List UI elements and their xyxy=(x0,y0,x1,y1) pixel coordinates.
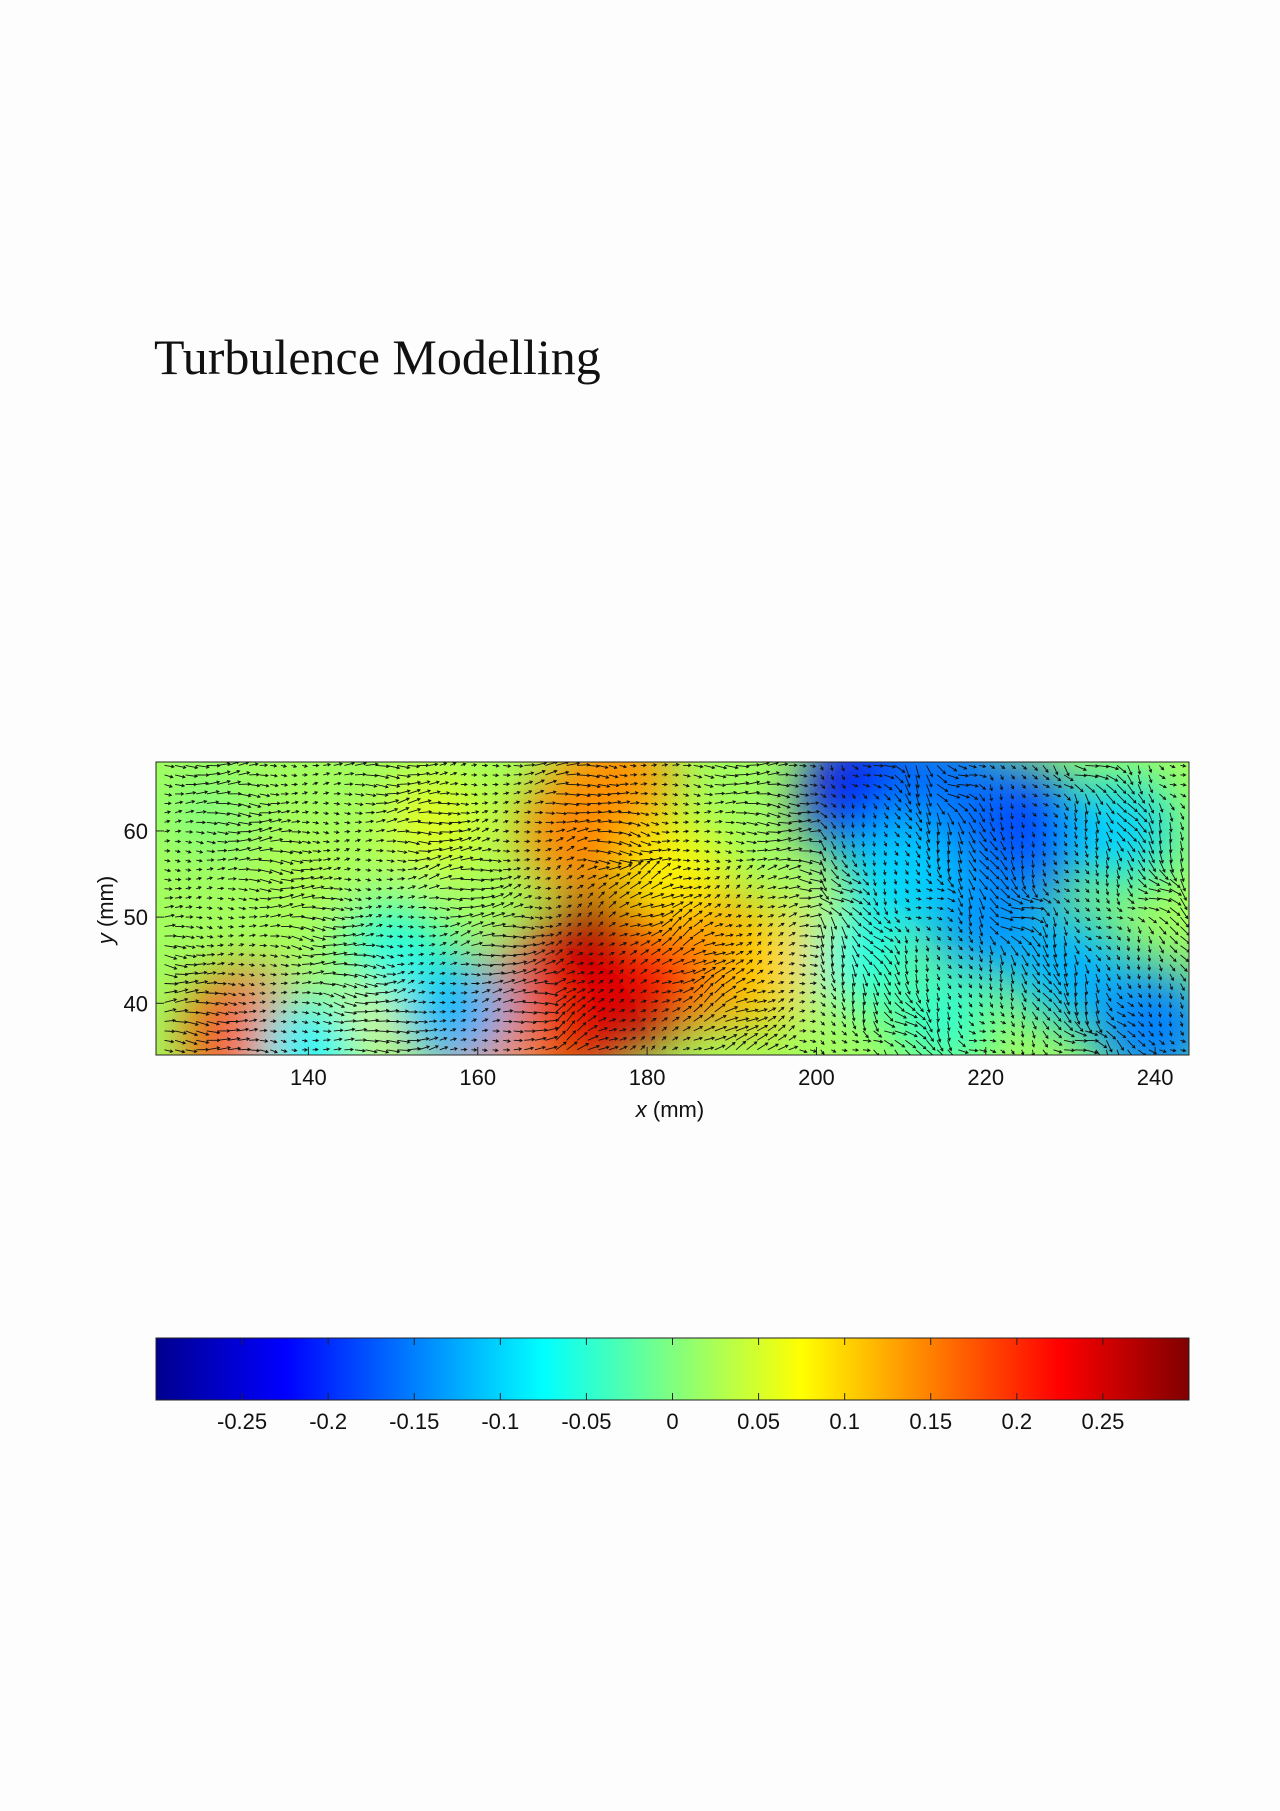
colorbar-tick-label: 0.2 xyxy=(1002,1409,1033,1434)
colorbar-ticks: -0.25 -0.2 -0.15 -0.1 -0.05 0 0.05 0.1 0.15 0.2 0.… xyxy=(217,1338,1124,1434)
x-tick-label: 180 xyxy=(629,1065,666,1090)
x-axis-ticks: 140 160 180 200 220 240 xyxy=(290,1047,1173,1090)
colorbar-tick-label: 0.05 xyxy=(737,1409,780,1434)
colorbar-tick-label: 0.1 xyxy=(829,1409,860,1434)
colorbar-tick-label: -0.05 xyxy=(561,1409,611,1434)
colorbar-tick-label: -0.2 xyxy=(309,1409,347,1434)
field-region xyxy=(896,973,991,1055)
vector-field-plot: 140 160 180 200 220 240 40 50 60 x (mm) y (mm) xyxy=(93,761,1190,1122)
field-region xyxy=(1013,912,1128,1026)
velocity-arrows xyxy=(164,762,1189,1055)
x-tick-label: 160 xyxy=(459,1065,496,1090)
y-axis-unit: (mm) xyxy=(93,876,118,927)
y-tick-label: 50 xyxy=(124,905,148,930)
y-axis-var: y xyxy=(93,931,118,946)
field-region xyxy=(387,773,484,871)
colorbar-tick-label: -0.25 xyxy=(217,1409,267,1434)
field-region xyxy=(307,762,394,823)
plot-frame xyxy=(155,761,1190,1056)
field-region xyxy=(1094,968,1189,1055)
y-axis-label: y (mm) xyxy=(93,876,118,946)
colorbar: -0.25 -0.2 -0.15 -0.1 -0.05 0 0.05 0.1 0.15 0.2 0.… xyxy=(155,1337,1190,1434)
x-tick-label: 200 xyxy=(798,1065,835,1090)
field-region xyxy=(621,822,724,926)
y-tick-label: 60 xyxy=(124,819,148,844)
y-tick-label: 40 xyxy=(124,991,148,1016)
x-tick-label: 140 xyxy=(290,1065,327,1090)
colorbar-tick-label: 0.25 xyxy=(1082,1409,1125,1434)
x-tick-label: 240 xyxy=(1137,1065,1174,1090)
page-title: Turbulence Modelling xyxy=(154,329,601,385)
colorbar-tick-label: -0.15 xyxy=(389,1409,439,1434)
colorbar-gradient xyxy=(155,1337,1190,1401)
field-region xyxy=(1067,776,1176,885)
field-region xyxy=(553,762,673,839)
x-tick-label: 220 xyxy=(967,1065,1004,1090)
x-axis-unit: (mm) xyxy=(653,1097,704,1122)
colorbar-tick-label: 0.15 xyxy=(909,1409,952,1434)
colorbar-tick-label: 0 xyxy=(666,1409,678,1434)
field-region xyxy=(728,906,837,1015)
field-region xyxy=(810,911,908,1009)
field-region xyxy=(344,903,442,1000)
x-axis-label: x (mm) xyxy=(635,1097,704,1122)
vector-arrows-layer xyxy=(164,762,1189,1055)
colorbar-tick-label: -0.1 xyxy=(481,1409,519,1434)
y-axis-ticks: 40 50 60 xyxy=(124,819,164,1016)
x-axis-var: x xyxy=(635,1097,648,1122)
